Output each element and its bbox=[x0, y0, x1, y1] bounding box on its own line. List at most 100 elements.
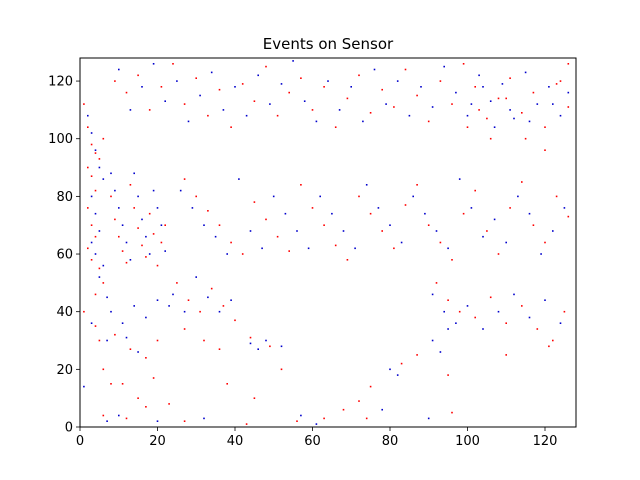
event-point-positive-56 bbox=[393, 106, 395, 108]
event-point-positive-77 bbox=[544, 149, 546, 151]
event-point-positive-22 bbox=[129, 184, 132, 186]
event-point-negative-93 bbox=[400, 241, 403, 244]
event-point-positive-2 bbox=[90, 143, 93, 146]
event-point-positive-64 bbox=[486, 117, 488, 120]
event-point-positive-74 bbox=[489, 137, 492, 140]
event-point-negative-106 bbox=[552, 230, 554, 232]
event-point-negative-47 bbox=[338, 109, 341, 111]
event-point-negative-43 bbox=[292, 60, 294, 62]
event-point-negative-15 bbox=[118, 207, 120, 209]
event-point-positive-50 bbox=[323, 86, 325, 88]
event-point-positive-90 bbox=[300, 184, 302, 186]
event-point-positive-131 bbox=[114, 333, 116, 336]
event-point-positive-72 bbox=[466, 126, 469, 128]
event-point-negative-31 bbox=[152, 63, 155, 65]
event-point-positive-135 bbox=[183, 328, 186, 330]
event-point-negative-145 bbox=[203, 417, 205, 420]
event-point-positive-143 bbox=[137, 397, 139, 399]
event-point-positive-156 bbox=[102, 414, 105, 417]
event-point-positive-112 bbox=[555, 195, 558, 198]
event-point-negative-136 bbox=[249, 342, 252, 345]
event-point-negative-108 bbox=[172, 293, 174, 296]
event-point-negative-94 bbox=[412, 195, 414, 198]
event-point-negative-130 bbox=[431, 339, 434, 342]
event-point-positive-78 bbox=[559, 80, 562, 82]
event-point-negative-70 bbox=[493, 126, 496, 128]
event-point-negative-113 bbox=[230, 299, 232, 301]
event-point-negative-122 bbox=[544, 299, 546, 301]
event-point-negative-2 bbox=[94, 149, 97, 151]
event-point-negative-148 bbox=[381, 408, 383, 411]
event-point-positive-85 bbox=[241, 253, 244, 255]
event-point-positive-65 bbox=[497, 97, 500, 100]
event-point-positive-152 bbox=[416, 354, 418, 356]
event-point-positive-154 bbox=[505, 354, 507, 356]
event-point-negative-79 bbox=[238, 178, 240, 180]
event-point-positive-122 bbox=[458, 310, 461, 313]
event-point-positive-106 bbox=[486, 230, 488, 232]
event-point-positive-32 bbox=[114, 80, 116, 82]
event-point-positive-16 bbox=[94, 293, 97, 296]
event-point-positive-142 bbox=[121, 383, 124, 385]
event-point-negative-137 bbox=[257, 348, 259, 350]
event-point-negative-48 bbox=[350, 86, 352, 88]
event-point-positive-102 bbox=[439, 241, 442, 244]
event-point-negative-32 bbox=[164, 100, 166, 102]
event-point-negative-21 bbox=[141, 218, 143, 221]
event-point-negative-25 bbox=[156, 207, 159, 209]
event-point-negative-142 bbox=[106, 420, 108, 422]
event-point-positive-138 bbox=[249, 336, 252, 339]
event-point-negative-63 bbox=[524, 71, 527, 74]
event-point-positive-146 bbox=[226, 383, 228, 385]
event-point-negative-71 bbox=[509, 109, 511, 111]
event-point-positive-28 bbox=[152, 233, 155, 235]
event-point-negative-102 bbox=[505, 241, 507, 244]
event-point-negative-109 bbox=[183, 310, 186, 313]
event-point-negative-28 bbox=[118, 68, 120, 71]
event-point-negative-9 bbox=[94, 253, 97, 255]
event-point-negative-72 bbox=[528, 120, 531, 123]
event-point-negative-54 bbox=[420, 86, 422, 88]
event-point-negative-92 bbox=[389, 224, 391, 226]
event-point-positive-9 bbox=[87, 207, 89, 209]
event-point-negative-52 bbox=[396, 80, 399, 82]
event-point-positive-124 bbox=[489, 296, 492, 299]
event-point-positive-41 bbox=[218, 88, 221, 91]
event-point-positive-109 bbox=[521, 181, 523, 183]
event-point-negative-147 bbox=[315, 423, 318, 425]
event-point-negative-132 bbox=[447, 328, 449, 330]
x-tick-label-0: 0 bbox=[76, 434, 84, 449]
event-point-negative-36 bbox=[210, 71, 213, 74]
event-point-positive-24 bbox=[137, 227, 139, 229]
event-point-positive-17 bbox=[110, 195, 112, 198]
event-point-negative-51 bbox=[385, 103, 387, 105]
event-point-positive-165 bbox=[451, 411, 453, 414]
event-point-positive-132 bbox=[129, 348, 132, 350]
event-point-negative-29 bbox=[129, 109, 132, 111]
event-point-negative-128 bbox=[156, 299, 159, 301]
event-point-negative-13 bbox=[110, 172, 112, 175]
event-point-positive-127 bbox=[536, 328, 539, 330]
chart-title: Events on Sensor bbox=[263, 35, 394, 53]
event-point-negative-8 bbox=[90, 241, 93, 244]
event-point-negative-33 bbox=[176, 80, 178, 82]
event-point-negative-64 bbox=[536, 103, 539, 105]
event-point-positive-80 bbox=[183, 178, 186, 180]
event-point-positive-120 bbox=[435, 282, 438, 284]
event-point-positive-47 bbox=[288, 91, 290, 94]
x-tick-label-2: 40 bbox=[227, 434, 244, 449]
event-point-positive-68 bbox=[532, 91, 535, 94]
event-point-positive-96 bbox=[369, 212, 372, 215]
event-point-negative-53 bbox=[408, 114, 411, 117]
event-point-negative-151 bbox=[83, 385, 85, 388]
event-point-positive-75 bbox=[505, 97, 507, 100]
event-point-positive-30 bbox=[160, 241, 163, 244]
event-point-negative-127 bbox=[145, 316, 147, 319]
event-point-negative-114 bbox=[431, 293, 434, 296]
event-point-negative-101 bbox=[493, 218, 496, 221]
event-point-positive-167 bbox=[94, 325, 97, 327]
event-point-negative-23 bbox=[148, 253, 151, 255]
event-point-positive-92 bbox=[323, 224, 325, 226]
event-point-positive-137 bbox=[218, 348, 221, 350]
event-point-negative-62 bbox=[513, 117, 515, 120]
